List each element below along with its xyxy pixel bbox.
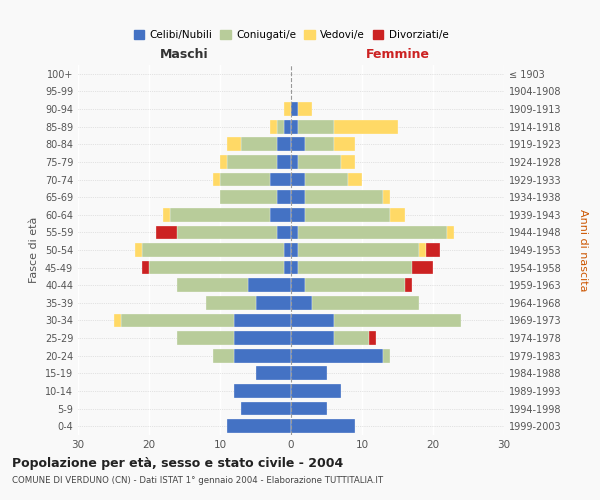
Bar [291,172,305,186]
Bar [348,172,362,186]
Bar [113,314,121,328]
Bar [270,208,291,222]
Bar [291,314,334,328]
Bar [277,226,291,239]
Bar [447,226,454,239]
Bar [412,260,433,274]
Bar [291,208,305,222]
Text: Popolazione per età, sesso e stato civile - 2004: Popolazione per età, sesso e stato civil… [12,458,343,470]
Bar [178,278,248,292]
Bar [284,260,291,274]
Bar [234,349,291,362]
Bar [256,296,291,310]
Bar [291,366,326,380]
Bar [305,172,348,186]
Bar [270,172,291,186]
Bar [241,402,291,415]
Bar [227,138,241,151]
Bar [291,102,298,116]
Bar [369,331,376,345]
Bar [142,243,284,257]
Bar [227,420,291,433]
Bar [277,120,284,134]
Bar [142,260,149,274]
Bar [298,226,447,239]
Bar [234,384,291,398]
Bar [383,349,391,362]
Bar [298,102,313,116]
Bar [291,138,305,151]
Bar [341,155,355,169]
Bar [284,243,291,257]
Bar [163,208,170,222]
Bar [291,331,334,345]
Bar [391,208,404,222]
Bar [206,296,256,310]
Bar [213,349,234,362]
Bar [291,243,298,257]
Bar [298,155,341,169]
Bar [305,138,334,151]
Bar [284,102,291,116]
Bar [305,278,404,292]
Bar [270,120,277,134]
Bar [334,120,398,134]
Bar [291,260,298,274]
Bar [149,260,284,274]
Bar [298,243,419,257]
Bar [178,226,277,239]
Text: Maschi: Maschi [160,48,209,62]
Bar [178,331,234,345]
Bar [426,243,440,257]
Bar [220,155,227,169]
Bar [383,190,391,204]
Bar [121,314,234,328]
Bar [291,296,313,310]
Bar [248,278,291,292]
Bar [213,172,220,186]
Bar [135,243,142,257]
Bar [334,331,369,345]
Bar [291,384,341,398]
Bar [291,155,298,169]
Bar [234,331,291,345]
Bar [298,260,412,274]
Bar [220,172,270,186]
Bar [334,138,355,151]
Y-axis label: Fasce di età: Fasce di età [29,217,39,283]
Bar [305,208,391,222]
Bar [291,226,298,239]
Bar [291,349,383,362]
Bar [298,120,334,134]
Bar [277,190,291,204]
Bar [291,278,305,292]
Bar [277,155,291,169]
Bar [404,278,412,292]
Legend: Celibi/Nubili, Coniugati/e, Vedovi/e, Divorziati/e: Celibi/Nubili, Coniugati/e, Vedovi/e, Di… [130,26,452,44]
Bar [227,155,277,169]
Bar [291,420,355,433]
Bar [156,226,178,239]
Bar [277,138,291,151]
Text: COMUNE DI VERDUNO (CN) - Dati ISTAT 1° gennaio 2004 - Elaborazione TUTTITALIA.IT: COMUNE DI VERDUNO (CN) - Dati ISTAT 1° g… [12,476,383,485]
Bar [419,243,426,257]
Bar [291,120,298,134]
Bar [291,402,326,415]
Y-axis label: Anni di nascita: Anni di nascita [578,209,588,291]
Bar [256,366,291,380]
Bar [284,120,291,134]
Bar [220,190,277,204]
Text: Femmine: Femmine [365,48,430,62]
Bar [291,190,305,204]
Bar [170,208,270,222]
Bar [234,314,291,328]
Bar [313,296,419,310]
Bar [305,190,383,204]
Bar [241,138,277,151]
Bar [334,314,461,328]
